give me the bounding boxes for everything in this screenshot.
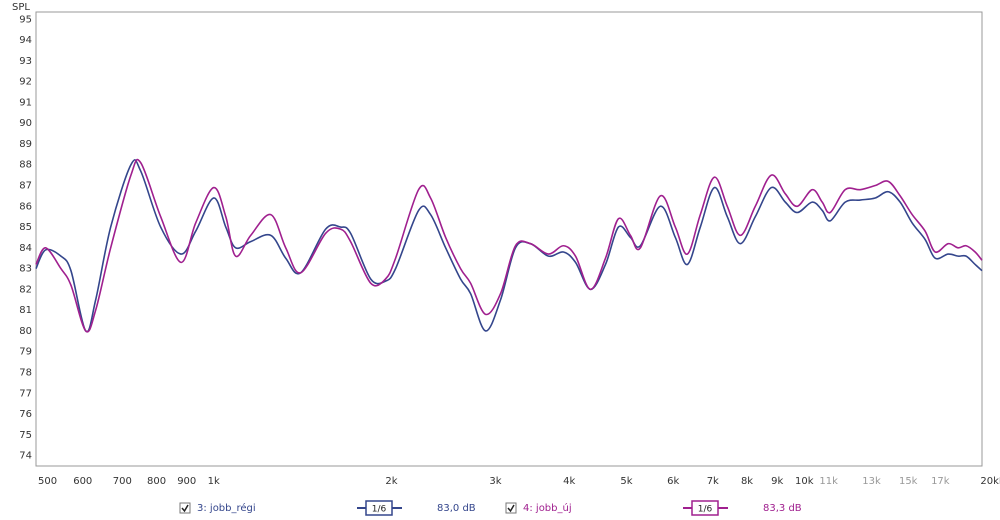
x-tick-label: 3k (489, 476, 501, 487)
y-tick-label: 95 (19, 14, 32, 25)
checkmark (507, 504, 515, 513)
x-tick-label: 7k (707, 476, 719, 487)
y-tick-label: 74 (19, 451, 32, 462)
y-tick-label: 80 (19, 326, 32, 337)
y-tick-label: 77 (19, 388, 32, 399)
x-tick-label: 1k (208, 476, 220, 487)
x-tick-label: 700 (113, 476, 132, 487)
x-tick-label: 900 (177, 476, 196, 487)
y-tick-label: 79 (19, 347, 32, 358)
smoothing-label: 1/6 (698, 505, 713, 515)
smoothing-box (691, 500, 719, 516)
checkbox[interactable] (505, 502, 517, 514)
x-tick-label: 6k (667, 476, 679, 487)
y-axis-label: SPL (12, 2, 30, 13)
y-tick-label: 87 (19, 180, 32, 191)
x-tick-label: 2k (385, 476, 397, 487)
y-tick-label: 85 (19, 222, 32, 233)
checkbox[interactable] (179, 502, 191, 514)
y-tick-label: 86 (19, 201, 32, 212)
x-tick-label: 11k (819, 476, 838, 487)
series-line (35, 158, 983, 333)
y-tick-label: 93 (19, 56, 32, 67)
x-tick-label: 5k (620, 476, 632, 487)
legend-label: 3: jobb_régi (197, 502, 256, 514)
x-tick-label: 8k (741, 476, 753, 487)
level-label: 83,3 dB (763, 503, 802, 514)
x-tick-label: 15k (899, 476, 918, 487)
legend-item: 4: jobb_új 1/6 83,3 dB (505, 500, 802, 516)
y-tick-label: 88 (19, 160, 32, 171)
y-tick-label: 82 (19, 284, 32, 295)
y-tick-label: 91 (19, 97, 32, 108)
legend-label: 4: jobb_új (523, 502, 572, 514)
x-tick-label: 9k (771, 476, 783, 487)
y-tick-label: 78 (19, 367, 32, 378)
x-tick-label: 4k (563, 476, 575, 487)
smoothing-box (365, 500, 393, 516)
y-tick-label: 75 (19, 430, 32, 441)
y-tick-label: 83 (19, 264, 32, 275)
y-tick-label: 89 (19, 139, 32, 150)
x-tick-label: 800 (147, 476, 166, 487)
x-tick-label: 17k (931, 476, 950, 487)
legend-item: 3: jobb_régi 1/6 83,0 dB (179, 500, 476, 516)
x-tick-label: 500 (38, 476, 57, 487)
x-tick-label: 10k (795, 476, 814, 487)
y-tick-label: 81 (19, 305, 32, 316)
level-label: 83,0 dB (437, 503, 476, 514)
x-tick-label: 600 (73, 476, 92, 487)
checkmark (181, 504, 189, 513)
y-tick-label: 84 (19, 243, 32, 254)
y-tick-label: 76 (19, 409, 32, 420)
y-tick-label: 90 (19, 118, 32, 129)
x-tick-label: 20kHz (980, 476, 1000, 487)
y-tick-label: 94 (19, 35, 32, 46)
y-tick-label: 92 (19, 77, 32, 88)
series-line (35, 159, 983, 333)
plot-frame (35, 11, 983, 467)
x-tick-label: 13k (862, 476, 881, 487)
smoothing-label: 1/6 (372, 505, 387, 515)
